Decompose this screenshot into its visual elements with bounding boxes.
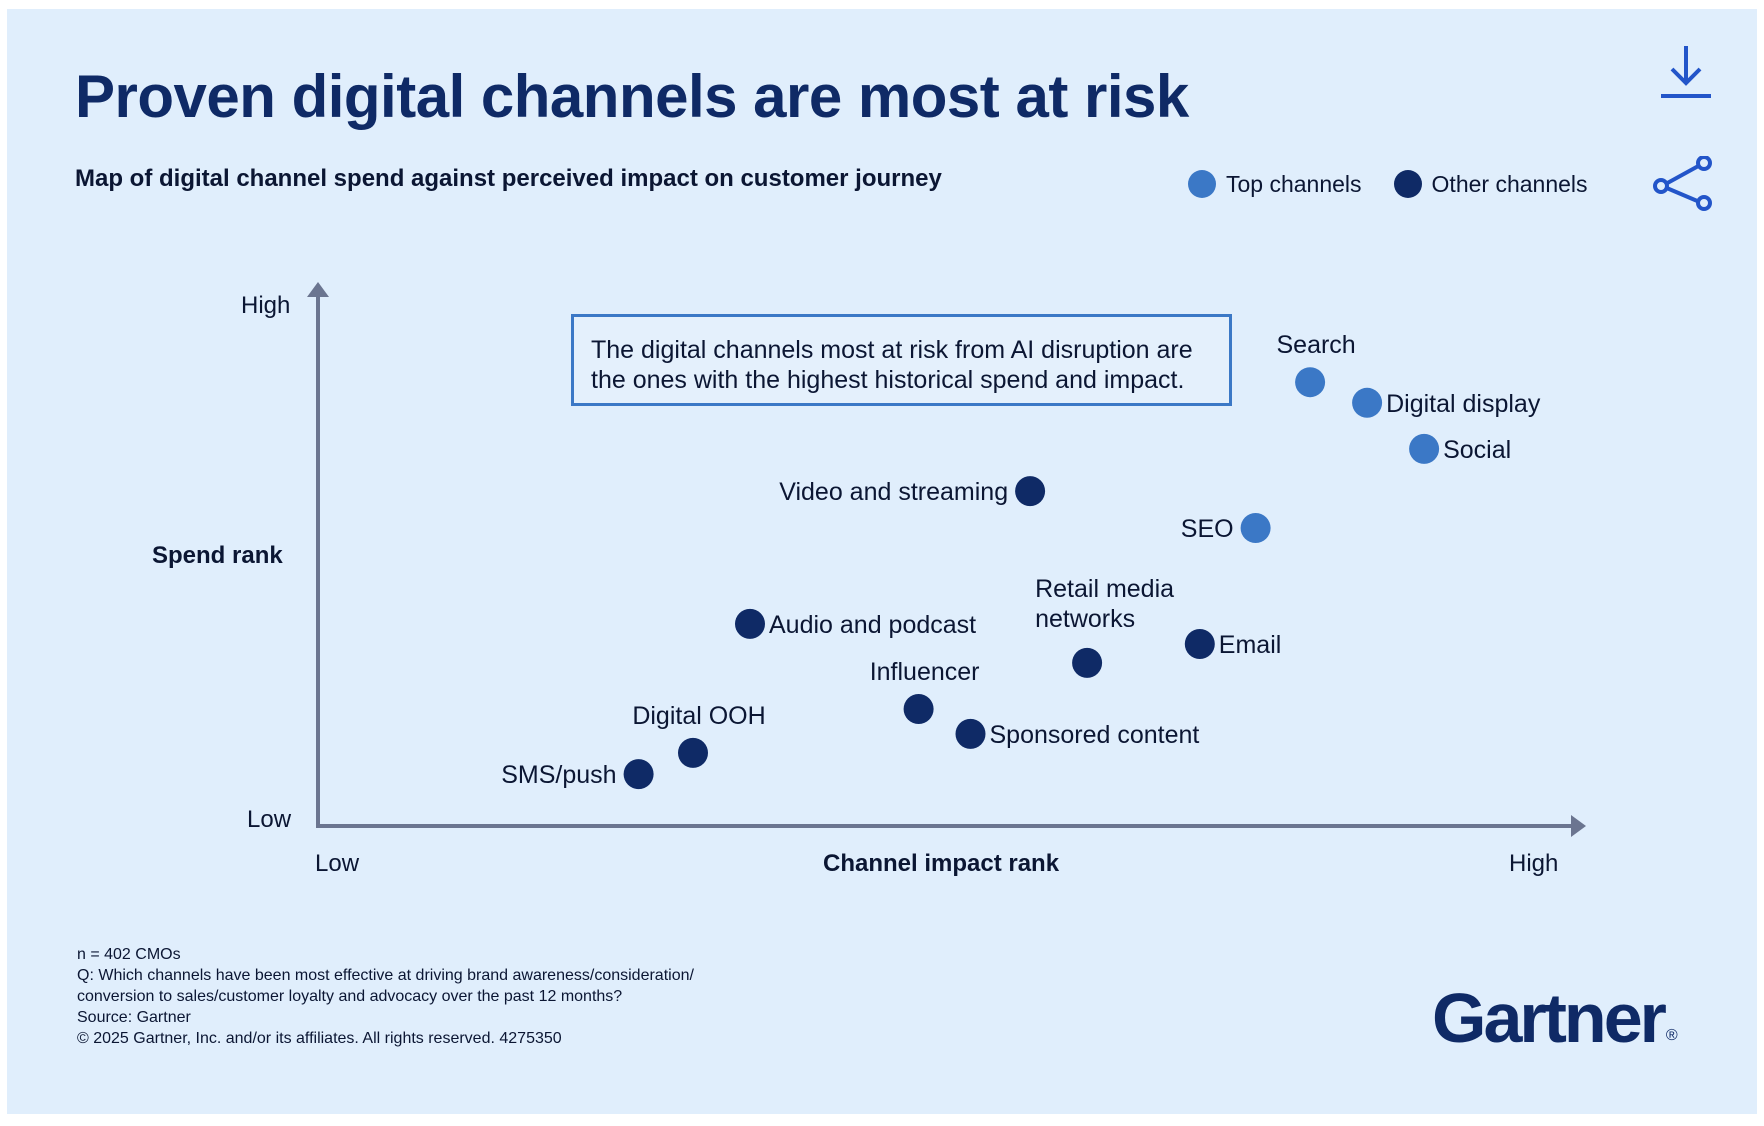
point-label-social: Social	[1443, 436, 1511, 464]
point-social	[1409, 433, 1440, 464]
share-icon	[1653, 155, 1712, 211]
point-label-line: Video and streaming	[779, 478, 1008, 506]
share-button[interactable]	[1652, 155, 1714, 214]
point-label-search: Search	[1276, 331, 1355, 359]
legend-item-top-channels: Top channels	[1188, 170, 1362, 198]
point-label-line: Email	[1219, 631, 1282, 659]
legend-dot-top	[1188, 170, 1216, 198]
infographic-panel	[7, 9, 1757, 1114]
legend-dot-other	[1393, 170, 1422, 198]
download-icon	[1661, 46, 1711, 98]
download-button[interactable]	[1658, 44, 1714, 102]
point-sponsored-content	[955, 718, 986, 749]
registered-mark: ®	[1665, 1027, 1678, 1044]
y-axis-arrow	[307, 282, 329, 297]
point-label-audio-and-podcast: Audio and podcast	[769, 611, 976, 639]
legend-item-other-channels: Other channels	[1393, 170, 1588, 198]
data-points: Search Digital display Social SEO Video and …	[501, 331, 1541, 790]
logo-text: Gartner	[1432, 979, 1667, 1057]
x-axis-title: Channel impact rank	[823, 850, 1060, 877]
point-label-line: Audio and podcast	[769, 611, 976, 639]
point-label-line: Social	[1443, 436, 1511, 464]
point-seo	[1240, 513, 1271, 543]
point-label-seo: SEO	[1181, 515, 1234, 543]
legend-label: Other channels	[1431, 170, 1588, 197]
gartner-logo: Gartner ®	[1432, 978, 1678, 1058]
x-tick-high: High	[1509, 850, 1559, 877]
chart-subtitle: Map of digital channel spend against per…	[75, 165, 942, 192]
point-retail-media-networks	[1072, 647, 1103, 678]
point-label-sponsored-content: Sponsored content	[990, 721, 1200, 749]
point-label-line: Digital display	[1386, 390, 1541, 418]
point-label-digital-ooh: Digital OOH	[632, 702, 765, 730]
x-axis-arrow	[1571, 815, 1586, 837]
survey-question-line-1: Q: Which channels have been most effecti…	[77, 967, 694, 984]
page-title: Proven digital channels are most at risk	[75, 63, 1189, 130]
callout-line-2: the ones with the highest historical spe…	[591, 366, 1185, 394]
point-label-retail-media-networks: Retail media networks	[1035, 575, 1174, 633]
point-label-line: Retail media	[1035, 575, 1174, 603]
source: Source: Gartner	[77, 1009, 191, 1026]
point-label-influencer: Influencer	[870, 658, 980, 686]
point-label-line: SMS/push	[501, 761, 616, 789]
point-label-line: Search	[1276, 331, 1355, 359]
point-digital-ooh	[678, 737, 708, 768]
point-label-sms-push: SMS/push	[501, 761, 616, 789]
point-sms-push	[623, 759, 654, 790]
point-video-and-streaming	[1015, 476, 1046, 507]
point-label-line: Sponsored content	[990, 721, 1200, 749]
survey-question-line-2: conversion to sales/customer loyalty and…	[77, 988, 623, 1005]
legend-label: Top channels	[1226, 170, 1362, 197]
point-label-email: Email	[1219, 631, 1282, 659]
point-digital-display	[1352, 387, 1383, 418]
point-label-line: Influencer	[870, 658, 980, 686]
copyright: © 2025 Gartner, Inc. and/or its affiliat…	[77, 1030, 562, 1047]
footer-notes: n = 402 CMOs Q: Which channels have been…	[77, 944, 694, 1049]
point-label-digital-display: Digital display	[1386, 390, 1541, 418]
point-email	[1184, 629, 1215, 659]
callout-line-1: The digital channels most at risk from A…	[591, 336, 1193, 364]
chart-legend: Top channels Other channels	[1188, 170, 1620, 198]
sample-size: n = 402 CMOs	[77, 946, 181, 963]
point-search	[1295, 367, 1326, 398]
callout-box: The digital channels most at risk from A…	[571, 314, 1232, 406]
point-label-line: networks	[1035, 605, 1135, 633]
y-tick-low: Low	[247, 806, 292, 833]
point-influencer	[903, 694, 934, 724]
point-label-video-and-streaming: Video and streaming	[779, 478, 1008, 506]
point-label-line: Digital OOH	[632, 702, 765, 730]
axes	[307, 282, 1586, 837]
point-audio-and-podcast	[735, 608, 765, 639]
x-tick-low: Low	[315, 850, 360, 877]
point-label-line: SEO	[1181, 515, 1234, 543]
y-axis-title: Spend rank	[152, 542, 283, 569]
y-tick-high: High	[241, 292, 291, 319]
